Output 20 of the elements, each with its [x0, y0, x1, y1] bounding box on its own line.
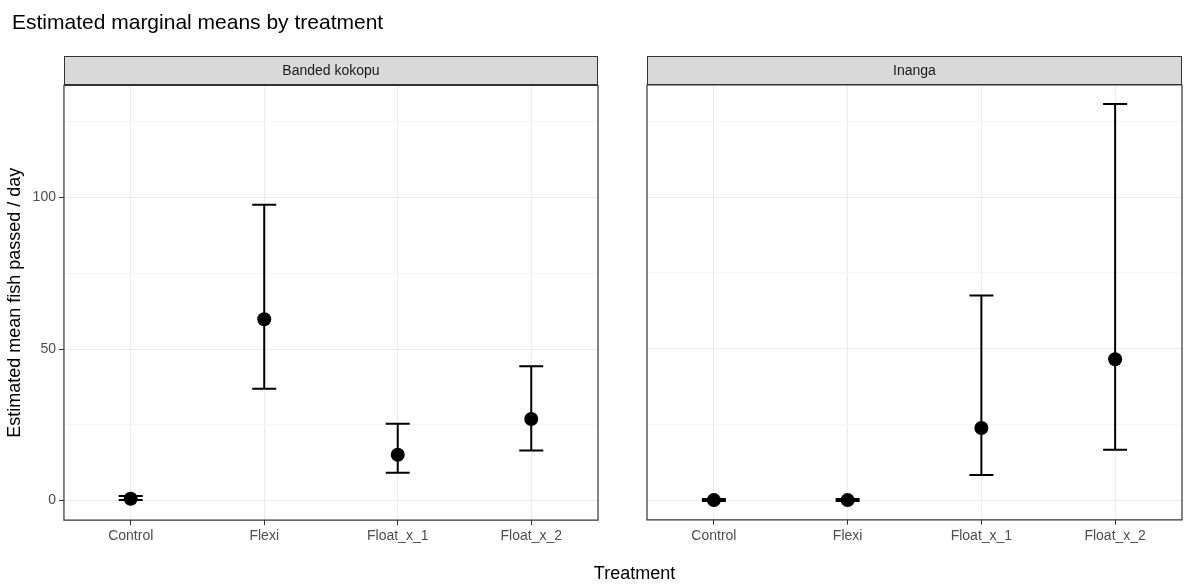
x-tick-label: Float_x_1: [366, 527, 429, 544]
point: [257, 311, 272, 326]
x-axis-title: Treatment: [592, 563, 677, 584]
chart-subtitle: Banded kokopu: [63, 56, 598, 85]
point: [123, 491, 138, 506]
y-tick-label: 0: [48, 490, 57, 507]
x-tick-label: Float_x_1: [950, 527, 1013, 544]
chart-subtitle: Inanga: [647, 56, 1182, 85]
y-tick-label: 100: [32, 187, 57, 204]
chart-title: Estimated marginal means by treatment: [12, 10, 384, 34]
x-tick-label: Float_x_2: [500, 527, 563, 544]
x-tick-label: Control: [691, 527, 737, 544]
x-tick-label: Float_x_2: [1084, 527, 1147, 544]
x-tick-label: Flexi: [249, 527, 280, 544]
x-tick-label: Flexi: [832, 527, 863, 544]
y-axis-title: Estimated mean fish passed / day: [3, 167, 24, 438]
y-tick-label: 50: [40, 339, 57, 356]
x-tick-label: Control: [108, 527, 154, 544]
point: [524, 411, 539, 426]
point: [390, 447, 405, 462]
